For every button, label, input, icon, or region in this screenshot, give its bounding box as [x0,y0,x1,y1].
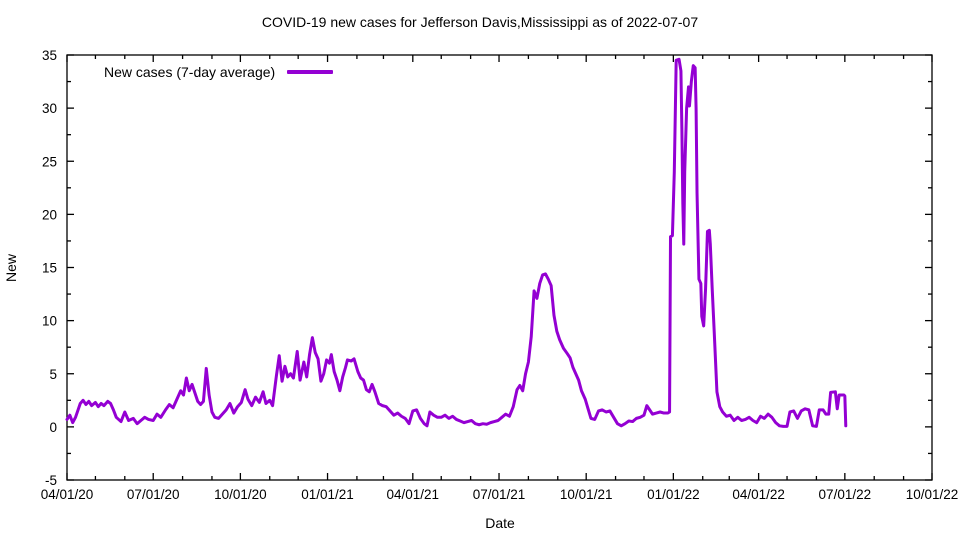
legend-label: New cases (7-day average) [104,64,276,80]
x-tick-label: 01/01/22 [647,487,700,502]
x-tick-label: 10/01/22 [906,487,959,502]
chart-title: COVID-19 new cases for Jefferson Davis,M… [261,14,699,30]
x-tick-label: 10/01/20 [214,487,267,502]
legend-line-swatch [287,70,334,74]
y-tick-label: 15 [42,261,57,276]
y-tick-label: 30 [42,101,57,116]
x-axis-label: Date [485,515,515,531]
series-line-new-cases [65,57,848,428]
y-axis-ticks: -5 0 5 10 15 20 25 30 35 [42,48,932,488]
x-tick-label: 04/01/21 [387,487,440,502]
x-tick-label: 04/01/22 [732,487,785,502]
y-tick-label: -5 [45,473,57,488]
plot-border [66,54,933,481]
x-tick-label: 07/01/20 [127,487,180,502]
x-tick-label: 04/01/20 [41,487,94,502]
y-tick-label: 5 [49,367,57,382]
y-tick-label: 35 [42,48,57,63]
x-tick-label: 10/01/21 [560,487,613,502]
y-tick-label: 20 [42,207,57,222]
y-tick-label: 10 [42,314,57,329]
legend: New cases (7-day average) [104,64,334,80]
x-tick-label: 07/01/21 [473,487,526,502]
x-tick-label: 07/01/22 [819,487,872,502]
x-axis-ticks: 04/01/20 07/01/20 10/01/20 01/01/21 04/01/21… [41,55,959,502]
x-tick-label: 01/01/21 [301,487,354,502]
y-tick-label: 0 [49,420,57,435]
y-tick-label: 25 [42,154,57,169]
